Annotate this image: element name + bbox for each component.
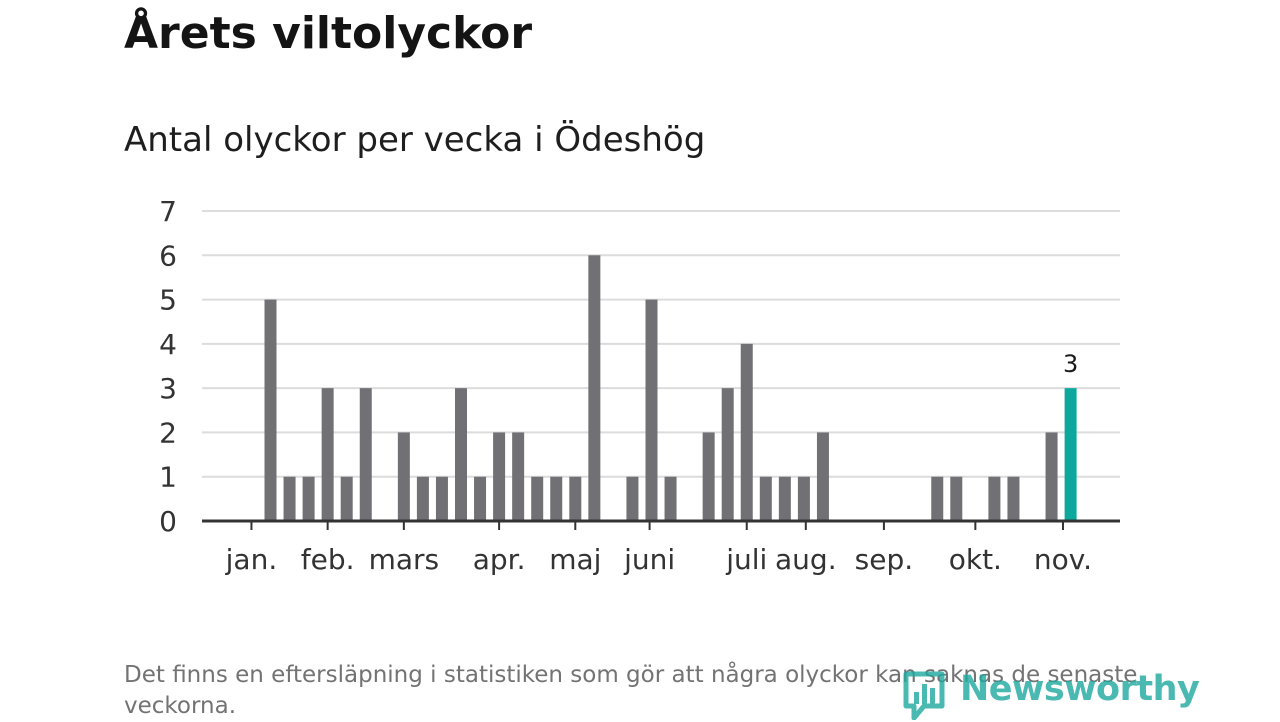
x-tick-label: juni [623, 543, 675, 576]
bar [416, 476, 429, 521]
bar [455, 388, 467, 521]
y-tick-label: 1 [159, 461, 177, 494]
bar [721, 388, 734, 521]
chart-title: Årets viltolyckor [124, 8, 533, 59]
x-tick-label: sep. [855, 543, 914, 576]
highlight-value-label: 3 [1063, 350, 1078, 378]
x-tick-label: jan. [225, 543, 278, 576]
footnote: Det finns en eftersläpning i statistiken… [124, 662, 1138, 719]
bar [950, 476, 963, 521]
bar [664, 476, 677, 521]
x-tick-label: apr. [473, 543, 526, 576]
x-tick-label: juli [725, 543, 767, 576]
bar [740, 343, 753, 521]
y-tick-label: 6 [159, 239, 177, 272]
bar [569, 476, 582, 521]
data-labels: 3 [1063, 350, 1078, 378]
newsworthy-logo: Newsworthy [902, 668, 1200, 720]
bar [359, 388, 372, 521]
bar [302, 476, 315, 521]
y-tick-label: 3 [159, 372, 177, 405]
bar [435, 476, 448, 521]
bar [493, 432, 506, 521]
bar [512, 432, 525, 521]
x-tick-label: mars [369, 543, 440, 576]
bar [797, 476, 810, 521]
x-tick-label: feb. [301, 543, 355, 576]
y-axis-ticks: 0 1 2 3 4 5 6 7 [159, 195, 177, 538]
bar [340, 476, 353, 521]
bar [474, 476, 487, 521]
chart-subtitle: Antal olyckor per vecka i Ödeshög [124, 120, 706, 160]
y-tick-label: 2 [159, 416, 177, 449]
bar [759, 476, 772, 521]
y-tick-label: 5 [159, 284, 177, 317]
bar [1007, 476, 1020, 521]
highlighted-bar [1064, 388, 1077, 521]
bar [702, 432, 715, 521]
bar [645, 299, 658, 521]
bar [531, 476, 544, 521]
bar [816, 432, 829, 521]
bar [588, 255, 601, 522]
newsworthy-logo-icon [903, 671, 945, 720]
bar [626, 476, 639, 521]
y-tick-label: 7 [159, 195, 177, 228]
bar [988, 476, 1001, 521]
x-tick-label: aug. [775, 543, 837, 576]
bar [778, 476, 791, 521]
bar [264, 299, 277, 521]
bar [1045, 432, 1058, 521]
y-tick-label: 0 [159, 505, 177, 538]
gridlines [202, 210, 1120, 478]
bars [264, 255, 1077, 522]
newsworthy-logo-text: Newsworthy [960, 669, 1200, 709]
y-tick-label: 4 [159, 328, 177, 361]
x-tick-label: nov. [1034, 543, 1092, 576]
bar [321, 388, 334, 521]
bar [397, 432, 410, 521]
x-tick-label: okt. [949, 543, 1002, 576]
bar [550, 476, 563, 521]
bar-chart: 0 1 2 3 4 5 6 7 jan. feb. mars apr. maj juni juli aug.… [159, 195, 1120, 576]
bar [283, 476, 296, 521]
x-axis-ticks: jan. feb. mars apr. maj juni juli aug. sep. okt. n… [225, 521, 1092, 576]
x-tick-label: maj [549, 543, 601, 576]
bar [931, 476, 944, 521]
